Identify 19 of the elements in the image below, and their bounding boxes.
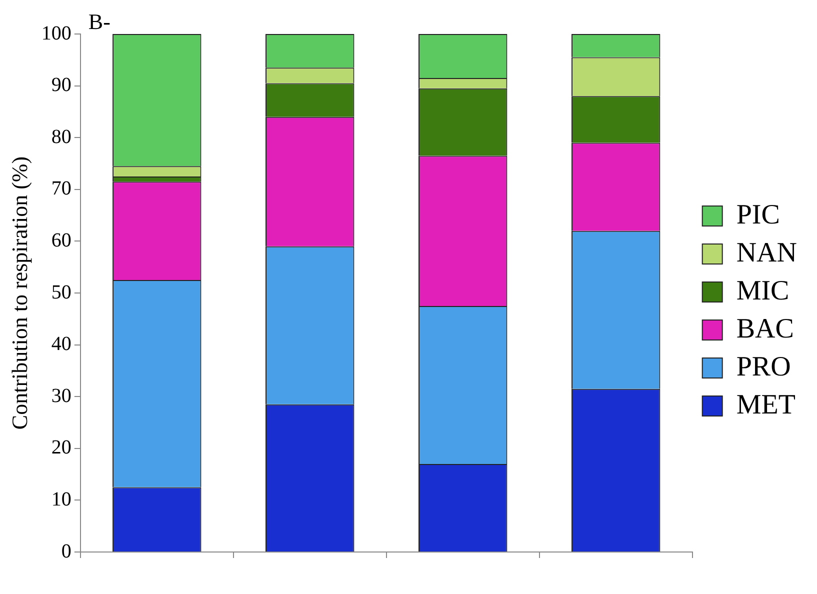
y-tick-label: 70 bbox=[51, 178, 72, 200]
legend-label: PRO bbox=[736, 351, 791, 382]
legend-label: MIC bbox=[736, 275, 790, 306]
y-tick-label: 80 bbox=[51, 126, 72, 148]
y-tick-label: 20 bbox=[51, 436, 72, 459]
legend-label: MET bbox=[736, 389, 796, 420]
chart-title: B- bbox=[88, 8, 110, 34]
y-tick-label: 90 bbox=[51, 74, 72, 96]
y-tick-label: 60 bbox=[51, 229, 72, 252]
legend-label: BAC bbox=[736, 313, 794, 344]
y-tick-label: 50 bbox=[51, 281, 72, 304]
y-tick-label: 40 bbox=[51, 333, 72, 356]
legend-label: NAN bbox=[736, 237, 798, 268]
y-tick-label: 10 bbox=[51, 488, 72, 510]
y-axis-title: Contribution to respiration (%) bbox=[6, 156, 32, 430]
y-tick-label: 0 bbox=[61, 540, 72, 562]
legend-label: PIC bbox=[736, 199, 780, 230]
y-tick-label: 100 bbox=[41, 22, 72, 44]
y-tick-label: 30 bbox=[51, 384, 72, 407]
